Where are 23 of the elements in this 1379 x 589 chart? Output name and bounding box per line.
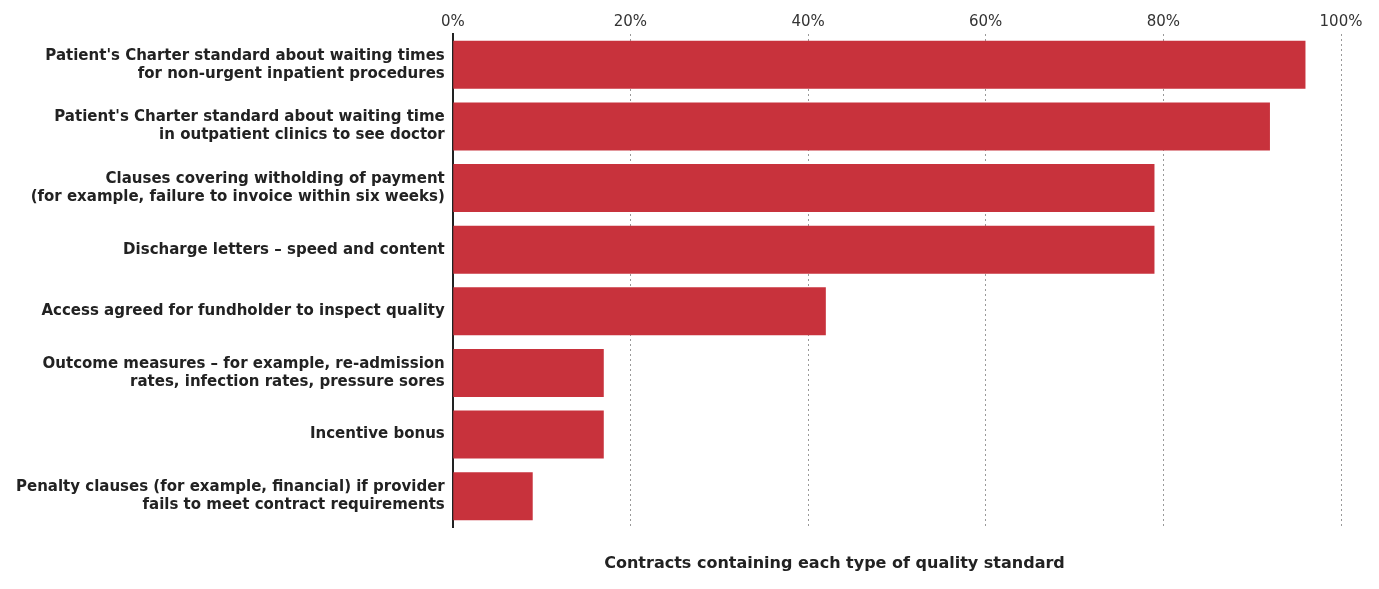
bar <box>453 164 1155 213</box>
bar <box>453 472 533 521</box>
bar <box>453 40 1306 89</box>
bar <box>453 410 604 459</box>
y-tick-label: Penalty clauses (for example, financial) if provider fails to meet contract requirements <box>15 477 446 514</box>
bar <box>453 102 1270 151</box>
y-tick-label: Outcome measures – for example, re-admission rates, infection rates, pressure sores <box>42 353 445 390</box>
bar <box>453 287 826 336</box>
x-tick-label: 60% <box>969 11 1003 30</box>
x-tick-label: 40% <box>791 11 825 30</box>
y-tick-label: Incentive bonus <box>309 424 445 443</box>
x-tick-label: 100% <box>1319 11 1363 30</box>
x-tick-label: 20% <box>613 11 648 30</box>
bar <box>453 348 604 397</box>
y-tick-label: Access agreed for fundholder to inspect quality <box>41 301 445 320</box>
y-tick-label: Discharge letters – speed and content <box>123 239 445 258</box>
y-tick-label: Patient's Charter standard about waiting time in outpatient clinics to see doctor <box>54 107 446 144</box>
x-axis-title: Contracts containing each type of quality standard <box>603 553 1066 572</box>
y-tick-label: Clauses covering witholding of payment (for example, failure to invoice within six weeks) <box>30 168 445 205</box>
x-tick-label: 80% <box>1146 11 1181 30</box>
y-tick-label: Patient's Charter standard about waiting times for non-urgent inpatient procedures <box>45 45 445 82</box>
bar <box>453 225 1155 274</box>
x-tick-label: 0% <box>440 11 465 30</box>
